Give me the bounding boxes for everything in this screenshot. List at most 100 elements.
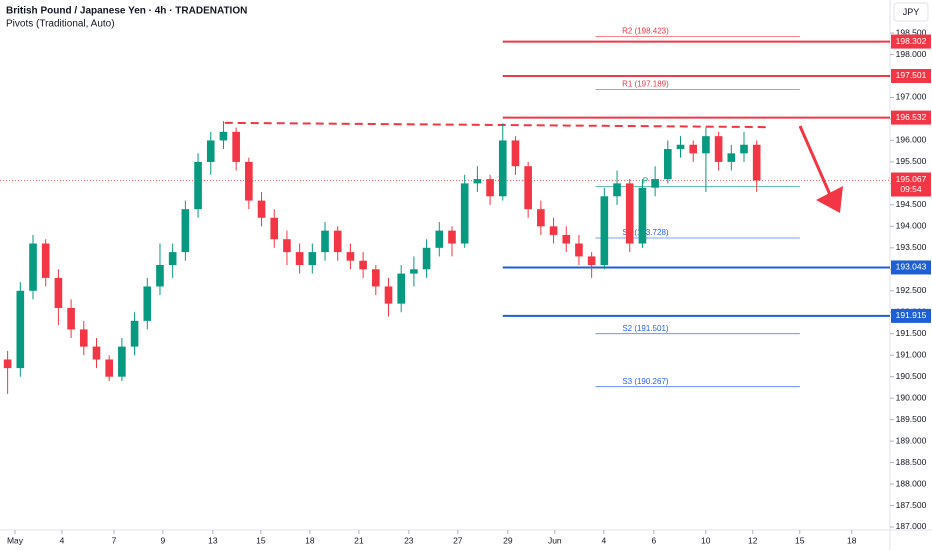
candle-body (575, 243, 583, 257)
candle-body (79, 329, 88, 347)
candle-body (257, 200, 266, 218)
candle-body (638, 187, 647, 244)
currency[interactable]: JPY (903, 7, 920, 17)
indicator-name: Pivots (Traditional, Auto) (6, 19, 115, 30)
candle (575, 234, 583, 265)
candle-body (702, 136, 710, 154)
candle (143, 277, 152, 330)
level-price: 198.302 (896, 36, 927, 46)
level-price-box (891, 34, 931, 49)
level-price: 193.043 (896, 262, 927, 272)
candle (714, 131, 723, 171)
candle-body (537, 209, 545, 227)
candle-body (232, 131, 240, 162)
candle (397, 265, 406, 313)
x-tick-label: 6 (651, 535, 656, 545)
candle-body (613, 183, 621, 197)
candle-body (168, 252, 177, 265)
candle (130, 312, 139, 356)
candle (54, 269, 63, 326)
candle-body (295, 252, 304, 265)
candle (118, 338, 126, 381)
candle (79, 320, 88, 356)
x-tick-label: 23 (404, 535, 414, 545)
candle-body (524, 166, 532, 210)
candle (156, 243, 164, 296)
candle-body (486, 179, 494, 197)
candle-body (549, 226, 558, 235)
candle-body (397, 273, 406, 304)
candle (740, 131, 748, 162)
x-tick-label: 15 (256, 535, 266, 545)
x-tick-label: 7 (112, 535, 117, 545)
candle-body (219, 131, 228, 141)
y-tick-label: 192.500 (896, 285, 927, 295)
candle-body (54, 277, 63, 308)
candle-body (587, 256, 596, 265)
candle (105, 355, 113, 381)
candle (206, 131, 215, 175)
level-price-box (891, 110, 931, 125)
level-price-box (891, 308, 931, 323)
candle (257, 191, 266, 227)
candle-body (308, 252, 317, 265)
candle-body (321, 230, 329, 253)
pivot-label: S3 (190.267) (622, 377, 669, 386)
candle (308, 243, 317, 274)
candle (435, 222, 444, 257)
candle (321, 222, 329, 261)
x-tick-label: 12 (748, 535, 758, 545)
candle-body (752, 144, 761, 181)
y-tick-label: 188.500 (896, 457, 927, 467)
candle-body (359, 260, 367, 270)
candle (562, 226, 571, 253)
candle (727, 144, 736, 171)
candle-body (371, 269, 380, 287)
candle (524, 161, 532, 218)
currency-box[interactable] (893, 2, 929, 22)
candle (511, 136, 520, 175)
y-tick-label: 195.500 (896, 156, 927, 166)
y-tick-label: 189.000 (896, 435, 927, 445)
y-tick-label: 189.500 (896, 414, 927, 424)
candle (486, 174, 494, 205)
candle-body (422, 247, 431, 270)
y-tick-label: 187.000 (896, 521, 927, 531)
candle-body (651, 179, 659, 188)
x-tick-label: 9 (161, 535, 166, 545)
candle-body (105, 359, 113, 377)
y-tick-label: 191.500 (896, 328, 927, 338)
candle (245, 157, 253, 210)
candle (702, 127, 710, 192)
candle (422, 239, 431, 278)
candle-body (118, 346, 126, 377)
candle-body (689, 144, 698, 154)
candle-body (67, 307, 75, 330)
candle (194, 153, 202, 218)
candle-body (29, 243, 37, 291)
y-tick-label: 197.000 (896, 92, 927, 102)
candle-body (3, 359, 12, 369)
y-tick-label: 190.000 (896, 392, 927, 402)
candle (333, 226, 342, 261)
arrow (798, 125, 843, 213)
x-tick-label: 13 (208, 535, 218, 545)
candle (537, 200, 545, 235)
pivot-label: R2 (198.423) (622, 26, 669, 35)
x-tick-label: May (7, 535, 24, 545)
x-tick-label: 10 (701, 535, 711, 545)
candle-body (625, 183, 634, 244)
candle-body (283, 239, 291, 253)
candle-body (143, 286, 152, 321)
candle-body (346, 252, 355, 261)
candle-body (727, 153, 736, 162)
candle-body (435, 230, 444, 248)
candle (752, 140, 761, 192)
candle-body (156, 265, 164, 287)
pivot-label: P (643, 177, 648, 186)
candle-body (714, 136, 723, 162)
candle (16, 282, 25, 377)
candle-body (676, 144, 685, 150)
x-tick-label: 21 (354, 535, 364, 545)
